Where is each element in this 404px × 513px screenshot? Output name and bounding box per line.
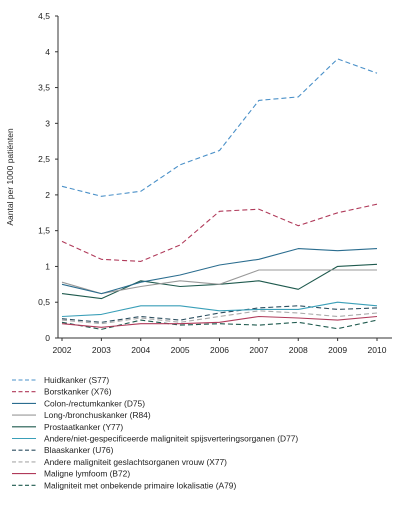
y-tick-label: 0,5 xyxy=(38,297,50,307)
series-lines xyxy=(62,59,377,330)
legend: Huidkanker (S77) Borstkanker (X76)Colon-/… xyxy=(12,375,298,490)
y-axis-title: Aantal per 1000 patiënten xyxy=(5,128,15,226)
x-tick-label: 2004 xyxy=(131,345,150,355)
legend-label: Maligne lymfoom (B72) xyxy=(44,469,130,479)
x-tick-label: 2010 xyxy=(368,345,387,355)
series-line xyxy=(62,204,377,261)
x-tick-label: 2003 xyxy=(92,345,111,355)
series-line xyxy=(62,320,377,329)
legend-label: Blaaskanker (U76) xyxy=(44,445,114,455)
series-line xyxy=(62,264,377,298)
x-tick-label: 2006 xyxy=(210,345,229,355)
x-tick-label: 2007 xyxy=(249,345,268,355)
x-tick-label: 2009 xyxy=(328,345,347,355)
series-line xyxy=(62,317,377,328)
y-tick-label: 1,5 xyxy=(38,226,50,236)
legend-label: Maligniteit met onbekende primaire lokal… xyxy=(44,480,236,490)
y-tick-label: 2,5 xyxy=(38,154,50,164)
y-tick-label: 4 xyxy=(45,47,50,57)
legend-label: Huidkanker (S77) xyxy=(44,375,109,385)
legend-label: Borstkanker (X76) xyxy=(44,387,112,397)
series-line xyxy=(62,270,377,294)
x-tick-label: 2008 xyxy=(289,345,308,355)
series-line xyxy=(62,302,377,316)
legend-label: Andere/niet-gespecificeerde maligniteit … xyxy=(44,434,298,444)
series-line xyxy=(62,59,377,196)
x-tick-label: 2002 xyxy=(53,345,72,355)
x-tick-label: 2005 xyxy=(171,345,190,355)
legend-label: Prostaatkanker (Y77) xyxy=(44,422,123,432)
legend-label: Colon-/rectumkanker (D75) xyxy=(44,398,145,408)
y-tick-label: 4,5 xyxy=(38,11,50,21)
y-tick-label: 0 xyxy=(45,333,50,343)
y-tick-label: 3,5 xyxy=(38,83,50,93)
legend-label: Andere maligniteit geslachtsorganen vrou… xyxy=(44,457,227,467)
y-tick-label: 2 xyxy=(45,190,50,200)
y-tick-label: 3 xyxy=(45,118,50,128)
legend-label: Long-/bronchuskanker (R84) xyxy=(44,410,151,420)
y-tick-label: 1 xyxy=(45,261,50,271)
